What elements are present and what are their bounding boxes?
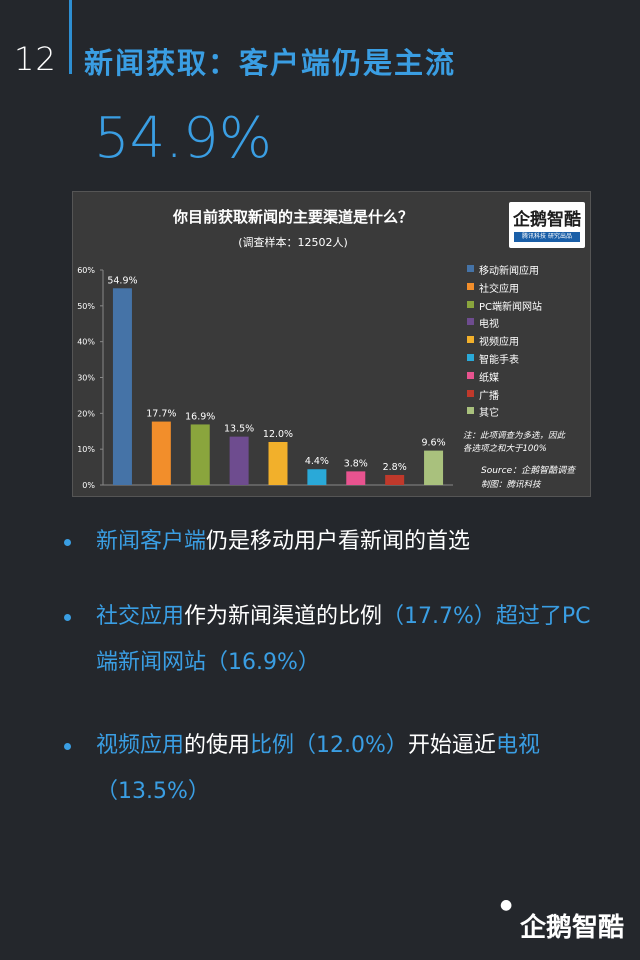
highlight-text: 电视（13.5%）	[96, 733, 540, 804]
bar	[385, 474, 405, 485]
chart-note-line: 各选项之和大于100%	[463, 444, 547, 454]
y-tick-label: 40%	[77, 338, 95, 347]
bar	[268, 442, 288, 485]
page-title: 新闻获取：客户端仍是主流	[84, 46, 457, 80]
title-divider	[69, 0, 72, 74]
bullet-text: 视频应用的使用比例（12.0%）开始逼近电视（13.5%）	[96, 723, 606, 815]
body-text: 仍是移动用户看新闻的首选	[206, 529, 471, 554]
legend-swatch	[467, 265, 474, 272]
legend-label: 智能手表	[479, 354, 519, 366]
legend-swatch	[467, 389, 474, 397]
legend-label: 电视	[479, 319, 499, 331]
footer-logo: ● 企鹅智酷	[500, 897, 624, 944]
data-label: 9.6%	[421, 438, 445, 449]
bullet-dot	[64, 743, 71, 750]
y-tick-label: 0%	[82, 481, 95, 490]
legend-label: 纸媒	[479, 372, 499, 384]
data-label: 2.8%	[383, 462, 407, 473]
footer-logo-text: 企鹅智酷	[519, 913, 624, 943]
bullet-dot	[64, 614, 71, 621]
body-text: 作为新闻渠道的比例	[184, 604, 383, 629]
bar	[112, 288, 132, 485]
legend-label: PC端新闻网站	[479, 301, 543, 313]
bar	[229, 436, 249, 485]
legend-swatch	[467, 282, 474, 290]
data-label: 54.9%	[107, 275, 137, 286]
chart-title: 你目前获取新闻的主要渠道是什么？	[172, 208, 413, 226]
data-label: 16.9%	[185, 411, 215, 422]
body-text: 开始逼近	[407, 733, 496, 758]
chart-panel: 0% 10% 20% 30% 40% 50% 60% 54.9% 17.7% 16.9% 13.5%…	[72, 191, 591, 497]
chart-note: 注：此项调查为多选，因此 各选项之和大于100%	[463, 430, 565, 456]
chart-logo-strip-text: 腾讯科技 研究出品	[522, 233, 572, 240]
bar	[346, 471, 366, 485]
bar-chart: 0% 10% 20% 30% 40% 50% 60% 54.9% 17.7% 16.9% 13.5%…	[77, 266, 453, 490]
chart-maker: 制图：腾讯科技	[481, 480, 541, 490]
chart-logo-strip: 腾讯科技 研究出品	[514, 232, 580, 242]
bullet-dot	[64, 539, 71, 546]
legend-swatch	[467, 353, 474, 361]
data-label: 3.8%	[344, 458, 368, 469]
data-label: 4.4%	[305, 456, 329, 467]
chart-note-line: 注：此项调查为多选，因此	[463, 431, 566, 441]
highlight-text: 新闻客户端	[96, 529, 207, 554]
highlight-text: 视频应用	[96, 733, 185, 758]
highlight-text: （17.7%）超过了PC端新闻网站（16.9%）	[96, 604, 591, 675]
legend-label: 视频应用	[479, 337, 519, 349]
legend-label: 移动新闻应用	[479, 266, 539, 277]
highlight-text: 比例（12.0%）	[250, 733, 408, 758]
bar	[151, 421, 171, 485]
body-text: 的使用	[184, 733, 251, 758]
legend-swatch	[467, 371, 474, 379]
y-tick-label: 50%	[77, 302, 95, 311]
legend-swatch	[467, 300, 474, 308]
y-tick-label: 30%	[77, 374, 95, 383]
chart-subtitle: (调查样本：12502人)	[238, 236, 348, 249]
page-number: 12	[14, 40, 57, 78]
data-label: 13.5%	[224, 424, 254, 435]
highlight-text: 社交应用	[96, 604, 185, 629]
chart-logo-name: 企鹅智酷	[513, 210, 581, 230]
legend-label: 社交应用	[479, 283, 519, 295]
legend-swatch	[467, 336, 474, 344]
y-tick-label: 60%	[77, 266, 95, 275]
legend-swatch	[467, 407, 474, 415]
legend-label: 广播	[479, 390, 499, 402]
bullet-text: 社交应用作为新闻渠道的比例（17.7%）超过了PC端新闻网站（16.9%）	[96, 594, 606, 686]
legend-swatch	[467, 318, 474, 326]
big-number: 54.9%	[94, 106, 272, 171]
bar	[424, 450, 444, 485]
legend-label: 其它	[479, 408, 499, 420]
bar	[190, 424, 210, 485]
data-label: 17.7%	[146, 409, 176, 420]
bar	[307, 469, 327, 485]
chart-logo: 企鹅智酷 腾讯科技 研究出品	[509, 202, 585, 248]
y-tick-label: 10%	[77, 445, 95, 454]
data-label: 12.0%	[263, 429, 293, 440]
bullet-text: 新闻客户端仍是移动用户看新闻的首选	[96, 519, 606, 565]
y-tick-label: 20%	[77, 409, 95, 418]
penguin-icon: ●	[499, 897, 513, 913]
chart-source: Source：企鹅智酷调查	[481, 466, 576, 476]
